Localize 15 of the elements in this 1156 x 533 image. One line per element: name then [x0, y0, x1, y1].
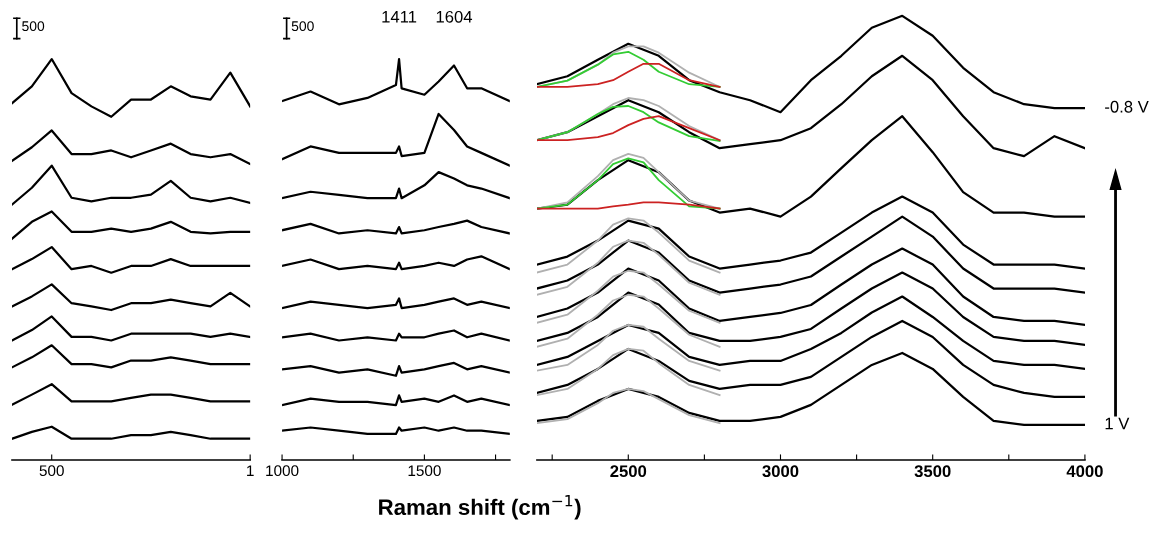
series-label: 1 V [1105, 417, 1130, 430]
x-tick-label: 4000 [1066, 465, 1103, 478]
x-axis-title: Raman shift (cm$^{−1}$) [379, 495, 581, 520]
x-tick-label: 500 [39, 465, 64, 477]
text: 1604 [436, 10, 473, 23]
x-tick-label: 2500 [610, 465, 647, 478]
x-tick-label: 3000 [762, 465, 799, 478]
text: 500 [291, 21, 314, 32]
x-tick-label: 3500 [914, 465, 951, 478]
x-tick-label: 1 [247, 465, 254, 476]
text: 1411 [382, 11, 417, 23]
series-label: -0.8 V [1105, 100, 1149, 113]
text: 500 [22, 21, 45, 32]
x-tick-label: 1000 [266, 465, 299, 477]
x-tick-label: 1500 [408, 465, 441, 477]
